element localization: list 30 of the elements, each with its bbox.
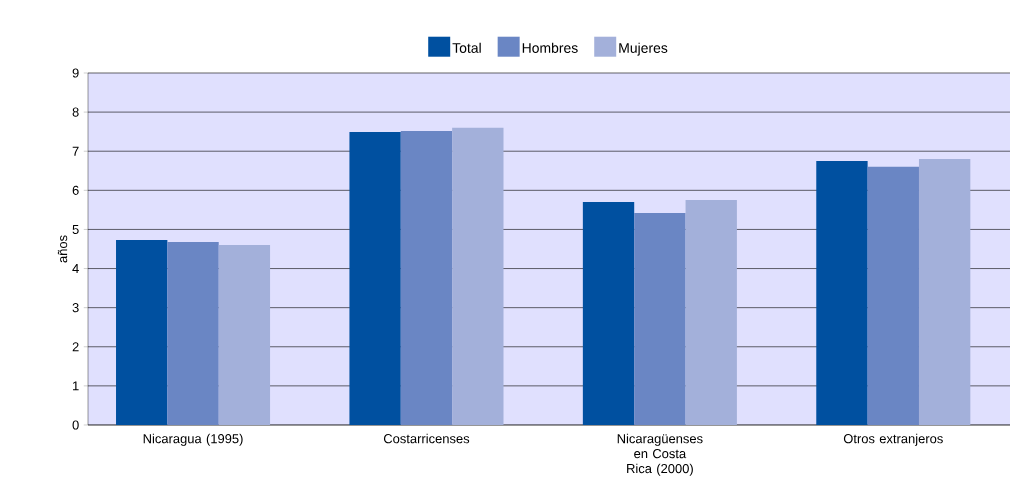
y-axis-title: años — [57, 235, 68, 263]
x-tick-label: Nicaragüenses en Costa Rica (2000) — [617, 433, 703, 476]
y-tick-label: 4 — [72, 264, 79, 273]
y-tick-label: 2 — [72, 342, 79, 352]
y-tick-label: 8 — [72, 107, 79, 117]
bar — [582, 202, 635, 425]
x-tick-label: Costarricenses — [383, 433, 470, 444]
x-tick-label: Otros extranjeros — [843, 433, 943, 446]
bar — [400, 130, 453, 425]
bar — [918, 159, 971, 425]
bar — [116, 240, 168, 425]
y-tick-label: 0 — [72, 420, 79, 430]
y-tick-label: 7 — [72, 146, 79, 156]
legend-label: Mujeres — [619, 42, 668, 56]
bar — [685, 200, 737, 425]
bar — [634, 213, 686, 425]
legend-label: Total — [452, 42, 481, 53]
y-tick-label: 5 — [72, 224, 79, 234]
bar — [349, 132, 401, 425]
x-tick-label: Nicaragua (1995) — [143, 433, 243, 446]
bar — [816, 160, 868, 425]
y-tick-label: 1 — [73, 381, 79, 391]
y-tick-label: 6 — [72, 185, 79, 195]
bar — [867, 166, 919, 425]
y-tick-label: 9 — [72, 68, 79, 78]
bar — [452, 127, 504, 425]
bar — [218, 245, 271, 425]
legend-label: Hombres — [522, 42, 578, 53]
bar — [167, 241, 219, 425]
y-tick-label: 3 — [72, 303, 79, 313]
